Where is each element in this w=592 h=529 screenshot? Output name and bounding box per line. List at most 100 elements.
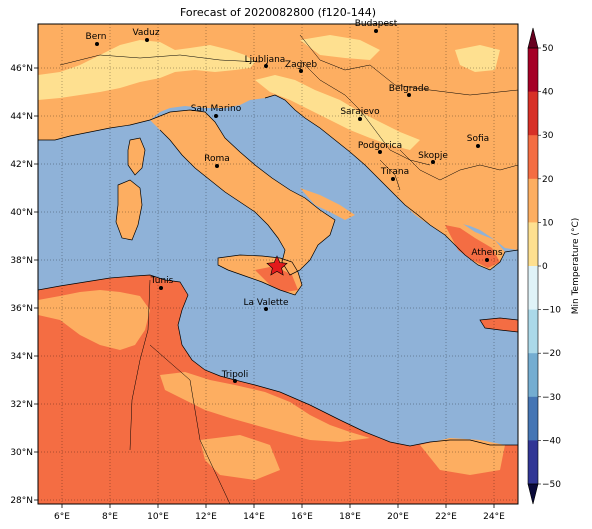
city-dot <box>485 258 489 262</box>
lat-tick-label: 46°N <box>10 64 33 74</box>
city-dot <box>374 29 378 33</box>
city-dot <box>407 93 411 97</box>
land-africa-warm-2 <box>160 372 370 442</box>
land-italy <box>150 110 335 275</box>
lon-tick-label: 12°E <box>195 512 217 522</box>
longitude-axis: 6°E 8°E 10°E 12°E 14°E 16°E 18°E 20°E 22°E 24°E <box>54 504 505 522</box>
lon-tick-label: 22°E <box>435 512 457 522</box>
colorbar-min-arrow <box>527 483 539 505</box>
lon-tick-label: 16°E <box>291 512 313 522</box>
map-coastlines <box>38 34 518 504</box>
colorbar-segment <box>528 48 538 93</box>
city-label: Ljubljana <box>245 55 286 65</box>
city-label: Podgorica <box>358 141 402 151</box>
lat-tick-label: 42°N <box>10 160 33 170</box>
land-corsica <box>128 138 145 175</box>
city-label: Sofia <box>467 134 489 144</box>
city-dot <box>95 42 99 46</box>
city-label: Vaduz <box>132 28 159 38</box>
land-greece-hot <box>445 225 500 268</box>
colorbar-tick-label: −20 <box>542 349 561 359</box>
colorbar-tick-label: −10 <box>542 306 561 316</box>
colorbar-max-arrow <box>527 27 539 49</box>
colorbar-tick-label: 40 <box>542 88 554 98</box>
city-label: Budapest <box>355 19 398 29</box>
city-dot <box>159 286 163 290</box>
city-dot <box>358 117 362 121</box>
colorbar-segment <box>528 440 538 485</box>
city-label: Athens <box>471 248 502 258</box>
colorbar-tick-label: −40 <box>542 436 561 446</box>
land-africa-warm-4 <box>200 435 280 480</box>
lat-tick-label: 30°N <box>10 448 33 458</box>
lon-tick-label: 18°E <box>339 512 361 522</box>
colorbar-segment <box>528 266 538 311</box>
colorbar-segment <box>528 309 538 354</box>
city-label: Bern <box>86 32 107 42</box>
colorbar: 50 40 30 20 10 0 −10 −20 −30 −40 −50 <box>527 27 561 505</box>
city-label: San Marino <box>191 104 242 114</box>
land-sicily-hot <box>255 266 298 292</box>
land-sardinia <box>116 180 142 240</box>
city-label: Sarajevo <box>340 107 380 117</box>
land-europe-north <box>38 24 518 250</box>
lat-tick-label: 28°N <box>10 496 33 506</box>
lat-tick-label: 38°N <box>10 256 33 266</box>
land-africa-warm-3 <box>420 438 505 475</box>
colorbar-tick-label: 20 <box>542 175 554 185</box>
colorbar-label: Min Temperature (°C) <box>571 218 581 315</box>
city-dot <box>378 150 382 154</box>
colorbar-segment <box>528 353 538 398</box>
city-label: Tirana <box>380 167 409 177</box>
forecast-location-star-icon <box>266 255 288 276</box>
land-north-africa <box>38 275 518 504</box>
colorbar-tick-label: 10 <box>542 218 554 228</box>
land-africa-warm-1 <box>38 290 150 350</box>
map-gridlines <box>38 24 518 504</box>
colorbar-tick-label: 50 <box>542 44 554 54</box>
city-label: Tunis <box>150 276 174 286</box>
colorbar-segment <box>528 91 538 136</box>
colorbar-segment <box>528 135 538 180</box>
colorbar-tick-label: 0 <box>542 262 548 272</box>
lat-tick-label: 40°N <box>10 208 33 218</box>
colorbar-tick-label: 30 <box>542 131 554 141</box>
city-label: La Valette <box>244 298 289 308</box>
city-dot <box>145 38 149 42</box>
city-dot <box>264 64 268 68</box>
city-dot <box>215 164 219 168</box>
city-label: Skopje <box>418 151 448 161</box>
lon-tick-label: 8°E <box>102 512 118 522</box>
land-hungary-mild <box>300 35 380 60</box>
map-frame <box>37 23 519 505</box>
colorbar-segment <box>528 222 538 267</box>
lat-tick-label: 36°N <box>10 304 33 314</box>
map-title: Forecast of 2020082800 (f120-144) <box>179 6 377 19</box>
city-dot <box>264 307 268 311</box>
lon-tick-label: 6°E <box>54 512 70 522</box>
city-dot <box>391 177 395 181</box>
land-alps-mild <box>38 40 255 100</box>
city-dot <box>431 160 435 164</box>
colorbar-tick-label: −50 <box>542 480 561 490</box>
land-romania-mild <box>455 45 500 72</box>
lat-tick-label: 32°N <box>10 400 33 410</box>
colorbar-segment <box>528 396 538 441</box>
colorbar-tick-label: −30 <box>542 393 561 403</box>
lat-tick-label: 34°N <box>10 352 33 362</box>
city-label: Zagreb <box>285 60 317 70</box>
city-markers: Bern Vaduz Budapest Ljubljana Zagreb Belgrade… <box>86 19 503 383</box>
city-label: Tripoli <box>221 370 249 380</box>
city-dot <box>299 69 303 73</box>
lon-tick-label: 10°E <box>147 512 169 522</box>
city-label: Belgrade <box>389 84 430 94</box>
colorbar-segment <box>528 178 538 223</box>
lon-tick-label: 14°E <box>243 512 265 522</box>
latitude-axis: 28°N 30°N 32°N 34°N 36°N 38°N 40°N 42°N 44°N 46°N <box>10 64 38 506</box>
land-balkan-mild <box>255 75 420 150</box>
city-dot <box>214 114 218 118</box>
city-dot <box>476 144 480 148</box>
city-label: Roma <box>204 154 230 164</box>
lon-tick-label: 20°E <box>387 512 409 522</box>
